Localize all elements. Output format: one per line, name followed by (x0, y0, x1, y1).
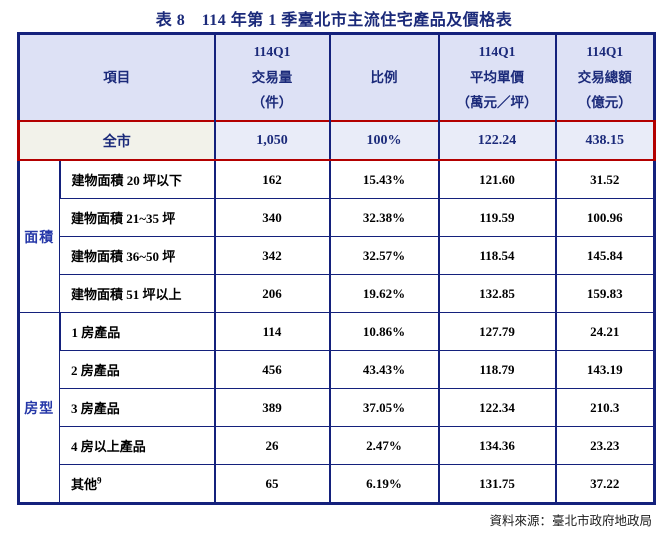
header-cell-ratio: 比例 (328, 33, 439, 122)
value-cell: 24.21 (554, 312, 655, 351)
table-row: 3 房產品 389 37.05% 122.34 210.3 (19, 388, 655, 427)
row-label: 建物面積 20 坪以下 (58, 159, 215, 199)
header-volume-line1: 114Q1 (253, 44, 291, 60)
page-title: 表 8 114 年第 1 季臺北市主流住宅產品及價格表 (155, 12, 513, 29)
header-total-line2: 交易總額 (577, 69, 632, 85)
value-cell: 65 (213, 464, 330, 504)
value-cell: 37.05% (328, 388, 439, 427)
table-header-row: 項目 114Q1 交易量 （件） 比例 114Q1 平均單價 （萬元／坪） 11… (18, 33, 655, 122)
value-cell: 6.19% (328, 464, 439, 504)
header-avg-price-line3: （萬元／坪） (456, 95, 538, 111)
table-row: 建物面積 36~50 坪 342 32.57% 118.54 145.84 (19, 236, 655, 275)
city-summary-row: 全市 1,050 100% 122.24 438.15 (17, 120, 656, 161)
table-row: 建物面積 51 坪以上 206 19.62% 132.85 159.83 (19, 274, 655, 313)
row-label: 3 房產品 (59, 388, 215, 427)
value-cell: 162 (213, 159, 330, 199)
header-avg-price-line2: 平均單價 (470, 69, 524, 85)
value-cell: 2.47% (328, 426, 439, 465)
header-volume-line3: （件） (251, 95, 293, 111)
header-ratio-label: 比例 (370, 69, 398, 85)
header-total-line1: 114Q1 (586, 44, 624, 60)
value-cell: 37.22 (554, 464, 655, 504)
header-total-line3: （億元） (577, 95, 632, 111)
header-cell-volume: 114Q1 交易量 （件） (213, 33, 330, 122)
housing-products-price-table: 項目 114Q1 交易量 （件） 比例 114Q1 平均單價 （萬元／坪） 11… (17, 32, 656, 505)
value-cell: 122.34 (437, 388, 556, 427)
table-row: 2 房產品 456 43.43% 118.79 143.19 (19, 350, 655, 389)
table-row: 其他9 65 6.19% 131.75 37.22 (19, 464, 655, 504)
header-volume-line2: 交易量 (251, 69, 293, 85)
city-volume-value: 1,050 (213, 120, 330, 161)
row-label: 建物面積 51 坪以上 (59, 274, 215, 313)
value-cell: 32.57% (328, 236, 439, 275)
value-cell: 119.59 (437, 198, 556, 237)
value-cell: 342 (213, 236, 330, 275)
value-cell: 23.23 (554, 426, 655, 465)
value-cell: 210.3 (554, 388, 655, 427)
group-cell-area: 面積 (18, 159, 60, 313)
value-cell: 32.38% (328, 198, 439, 237)
table-row: 房型 1 房產品 114 10.86% 127.79 24.21 (18, 312, 655, 504)
value-cell: 206 (213, 274, 330, 313)
row-label: 建物面積 36~50 坪 (59, 236, 215, 275)
value-cell: 26 (213, 426, 330, 465)
city-row-label: 全市 (17, 120, 215, 161)
source-note: 資料來源：臺北市政府地政局 (489, 514, 652, 528)
value-cell: 127.79 (437, 312, 556, 351)
value-cell: 19.62% (328, 274, 439, 313)
header-cell-total-amount: 114Q1 交易總額 （億元） (554, 33, 655, 122)
footnote-marker: 9 (97, 475, 102, 486)
row-label-others: 其他9 (59, 464, 215, 504)
header-item-label: 項目 (103, 69, 131, 85)
value-cell: 134.36 (437, 426, 556, 465)
header-avg-price-line1: 114Q1 (478, 44, 516, 60)
row-label-others-text: 其他 (71, 477, 98, 492)
city-ratio-value: 100% (328, 120, 439, 161)
value-cell: 118.54 (437, 236, 556, 275)
header-cell-avg-price: 114Q1 平均單價 （萬元／坪） (437, 33, 556, 122)
value-cell: 143.19 (554, 350, 655, 389)
value-cell: 43.43% (328, 350, 439, 389)
value-cell: 159.83 (554, 274, 655, 313)
header-cell-item: 項目 (18, 33, 215, 122)
row-label: 4 房以上產品 (59, 426, 215, 465)
value-cell: 389 (213, 388, 330, 427)
value-cell: 118.79 (437, 350, 556, 389)
table-row: 面積 建物面積 20 坪以下 162 15.43% 121.60 31.52 (18, 159, 655, 313)
row-label: 建物面積 21~35 坪 (59, 198, 215, 237)
table-row: 建物面積 21~35 坪 340 32.38% 119.59 100.96 (19, 198, 655, 237)
value-cell: 100.96 (554, 198, 655, 237)
value-cell: 31.52 (554, 159, 655, 199)
group-cell-housing-type: 房型 (18, 312, 60, 504)
city-avg-price-value: 122.24 (437, 120, 556, 161)
value-cell: 132.85 (437, 274, 556, 313)
value-cell: 456 (213, 350, 330, 389)
city-total-value: 438.15 (554, 120, 656, 161)
table-row: 4 房以上產品 26 2.47% 134.36 23.23 (19, 426, 655, 465)
value-cell: 340 (213, 198, 330, 237)
value-cell: 121.60 (437, 159, 556, 199)
value-cell: 114 (213, 312, 330, 351)
value-cell: 10.86% (328, 312, 439, 351)
value-cell: 15.43% (328, 159, 439, 199)
value-cell: 145.84 (554, 236, 655, 275)
row-label: 1 房產品 (58, 312, 215, 351)
row-label: 2 房產品 (59, 350, 215, 389)
value-cell: 131.75 (437, 464, 556, 504)
